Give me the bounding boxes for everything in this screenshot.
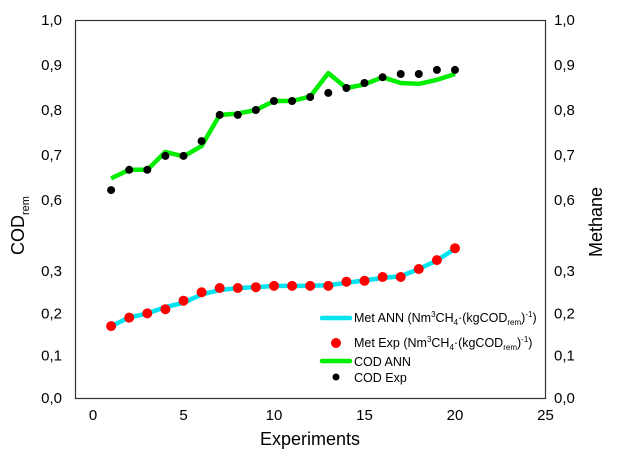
- y-right-tick-label: 0,7: [554, 147, 575, 164]
- y-left-tick-labels: 1,0 0,9 0,8 0,7 0,6 0,3 0,2 0,1 0,0: [41, 12, 62, 407]
- x-tick-label: 5: [179, 407, 187, 424]
- series-cod-exp: [107, 65, 459, 195]
- met-exp-point: [341, 276, 352, 287]
- y-left-tick-label: 0,6: [41, 192, 62, 209]
- met-exp-point: [450, 243, 460, 254]
- met-exp-point: [323, 280, 334, 291]
- y-left-tick-label: 0,9: [41, 57, 62, 74]
- cod-exp-point: [161, 151, 170, 160]
- series-met-exp: [106, 243, 460, 332]
- met-exp-point: [178, 295, 189, 306]
- x-tick-label: 10: [266, 407, 283, 424]
- legend-item-met-ann: Met ANN (Nm3CH4·(kgCODrem)-1): [319, 310, 537, 327]
- y-right-tick-label: 0,1: [554, 348, 575, 365]
- cod-exp-point: [215, 110, 224, 119]
- met-exp-point: [377, 272, 388, 282]
- svg-text:Met ANN (Nm3CH4·(kgCODrem)-1): Met ANN (Nm3CH4·(kgCODrem)-1): [354, 310, 537, 327]
- met-exp-point: [250, 282, 261, 293]
- series-layer: [106, 65, 460, 332]
- cod-exp-point: [288, 97, 297, 105]
- x-tick-label: 20: [447, 407, 464, 424]
- svg-text:COD Exp: COD Exp: [354, 371, 407, 385]
- legend-item-met-exp: Met Exp (Nm3CH4·(kgCODrem)-1): [331, 335, 532, 352]
- met-exp-point: [431, 255, 442, 266]
- y-left-tick-label: 0,8: [41, 102, 62, 119]
- y-left-tick-label: 0,3: [41, 263, 62, 280]
- met-exp-point: [142, 308, 153, 319]
- met-exp-point: [232, 283, 243, 293]
- plot-frame: [74, 19, 547, 400]
- y-right-tick-label: 0,3: [554, 263, 575, 280]
- y-left-title-main: COD: [8, 215, 28, 255]
- y-right-tick-label: 1,0: [554, 12, 575, 29]
- cod-exp-point: [360, 79, 369, 87]
- series-cod-ann: [110, 70, 456, 181]
- y-right-tick-label: 0,0: [554, 390, 575, 407]
- cod-exp-point: [396, 70, 405, 78]
- y-right-tick-labels: 1,0 0,9 0,8 0,7 0,6 0,3 0,2 0,1 0,0: [554, 12, 575, 407]
- legend: Met ANN (Nm3CH4·(kgCODrem)-1) Met Exp (N…: [319, 310, 537, 385]
- cod-exp-point: [414, 70, 423, 78]
- svg-text:Methane: Methane: [586, 187, 606, 257]
- cod-exp-point: [179, 151, 188, 160]
- cod-exp-point: [324, 88, 333, 97]
- cod-exp-point: [378, 73, 387, 82]
- y-right-tick-label: 0,8: [554, 102, 575, 119]
- y-right-axis-title: Methane: [586, 187, 606, 257]
- y-right-tick-label: 0,6: [554, 192, 575, 209]
- y-left-tick-label: 0,2: [41, 305, 62, 322]
- legend-swatch-cod-exp: [332, 373, 340, 381]
- met-exp-point: [106, 321, 117, 332]
- svg-text:COD ANN: COD ANN: [354, 355, 411, 369]
- cod-exp-point: [251, 106, 260, 114]
- legend-swatch-met-exp: [331, 338, 341, 348]
- cod-exp-point: [233, 110, 242, 119]
- y-left-tick-label: 0,1: [41, 348, 62, 365]
- svg-text:Met Exp (Nm3CH4·(kgCODrem)-1): Met Exp (Nm3CH4·(kgCODrem)-1): [354, 335, 532, 352]
- x-tick-labels: 0 5 10 15 20 25: [89, 407, 554, 424]
- met-exp-point: [160, 304, 171, 315]
- met-exp-point: [214, 283, 225, 293]
- cod-exp-point: [451, 65, 459, 74]
- met-exp-point: [196, 287, 207, 298]
- met-exp-point: [359, 275, 370, 286]
- y-left-tick-label: 0,0: [41, 390, 62, 407]
- met-exp-point: [305, 280, 316, 291]
- met-exp-point: [413, 264, 424, 274]
- y-left-tick-label: 1,0: [41, 12, 62, 29]
- met-exp-point: [287, 280, 298, 291]
- cod-exp-point: [197, 137, 206, 146]
- y-left-title-subscript: rem: [20, 196, 32, 215]
- x-tick-label: 25: [537, 407, 554, 424]
- met-exp-point: [269, 280, 279, 291]
- x-axis-title: Experiments: [260, 429, 360, 449]
- met-exp-point: [395, 272, 406, 282]
- y-right-tick-label: 0,2: [554, 305, 575, 322]
- svg-text:CODrem: CODrem: [8, 196, 32, 255]
- cod-ann-line: [110, 70, 456, 181]
- met-exp-point: [124, 312, 135, 323]
- cod-exp-point: [270, 97, 278, 105]
- cod-exp-point: [125, 165, 134, 174]
- y-left-tick-label: 0,7: [41, 147, 62, 164]
- x-tick-label: 0: [89, 407, 97, 424]
- cod-exp-point: [342, 84, 351, 92]
- y-left-axis-title: CODrem: [8, 196, 32, 255]
- x-tick-label: 15: [356, 407, 373, 424]
- cod-exp-point: [143, 165, 152, 174]
- y-right-tick-label: 0,9: [554, 57, 575, 74]
- legend-item-cod-exp: COD Exp: [332, 371, 407, 385]
- legend-item-cod-ann: COD ANN: [319, 355, 411, 369]
- cod-exp-point: [306, 93, 315, 101]
- cod-exp-point: [107, 186, 116, 195]
- cod-exp-point: [432, 65, 441, 74]
